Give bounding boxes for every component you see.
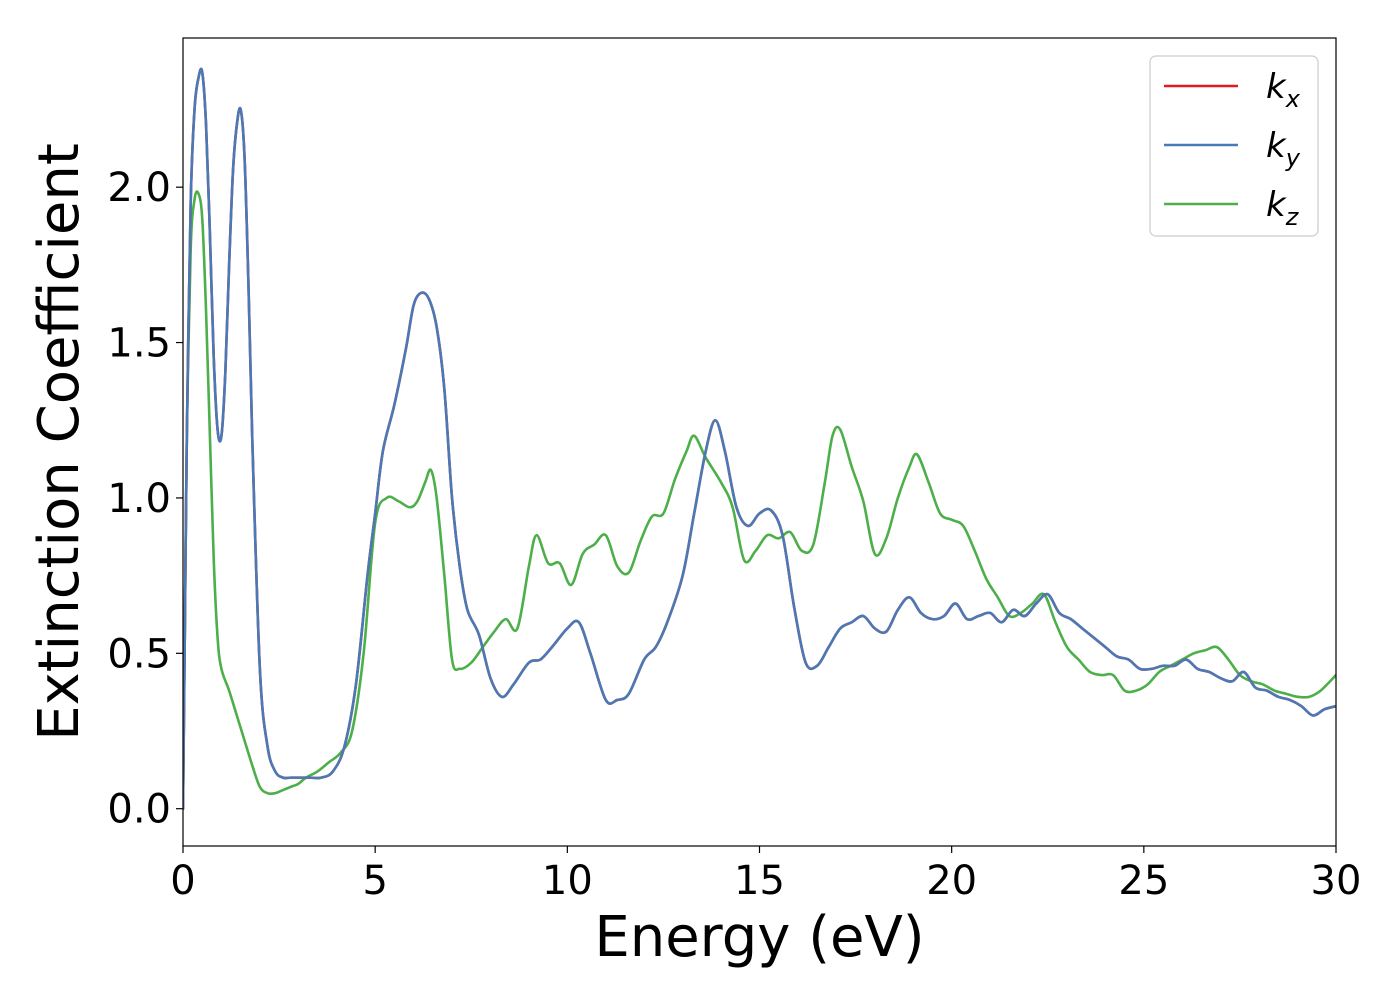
x-tick-label: 15 bbox=[734, 858, 785, 904]
y-axis-label: Extinction Coefficient bbox=[27, 143, 92, 741]
x-tick-label: 30 bbox=[1311, 858, 1362, 904]
legend-label-ky: ky bbox=[1266, 126, 1301, 172]
x-axis-ticks: 0 5 10 15 20 25 30 bbox=[170, 846, 1361, 904]
legend-label-kz: kz bbox=[1266, 185, 1300, 231]
y-tick-label: 1.0 bbox=[107, 476, 171, 522]
x-tick-label: 5 bbox=[362, 858, 387, 904]
y-tick-label: 0.0 bbox=[107, 787, 171, 833]
x-tick-label: 20 bbox=[926, 858, 977, 904]
legend-label-base: k bbox=[1266, 185, 1287, 225]
y-tick-label: 0.5 bbox=[107, 631, 171, 677]
legend-label-base: k bbox=[1266, 67, 1287, 107]
legend-label-subscript: y bbox=[1285, 144, 1301, 172]
legend-label-kx: kx bbox=[1266, 67, 1301, 113]
series-line-kz bbox=[183, 190, 1336, 811]
legend-label-base: k bbox=[1266, 126, 1287, 166]
legend-label-subscript: z bbox=[1285, 203, 1300, 231]
y-tick-label: 1.5 bbox=[107, 321, 171, 367]
x-axis-label: Energy (eV) bbox=[594, 905, 924, 970]
series-line-ky bbox=[183, 67, 1336, 811]
x-tick-label: 10 bbox=[542, 858, 593, 904]
y-tick-label: 2.0 bbox=[107, 165, 171, 211]
x-tick-label: 0 bbox=[170, 858, 195, 904]
y-axis-ticks: 0.0 0.5 1.0 1.5 2.0 bbox=[107, 165, 183, 833]
series-layer bbox=[183, 67, 1336, 811]
legend-label-subscript: x bbox=[1285, 85, 1301, 113]
x-tick-label: 25 bbox=[1118, 858, 1169, 904]
